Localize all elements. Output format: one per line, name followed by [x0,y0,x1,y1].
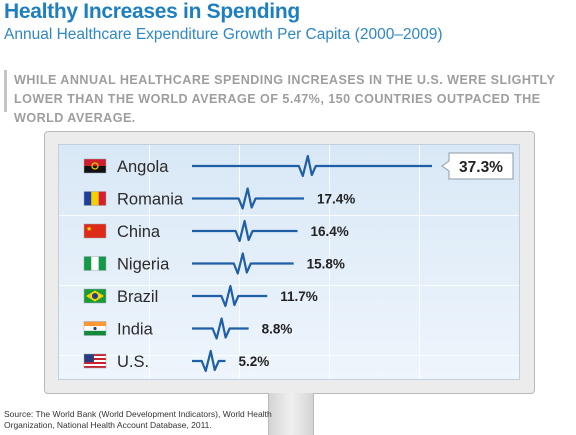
chart-row-angola: Angola 37.3% [83,152,514,180]
category-label: China [117,223,161,241]
grid-line [59,285,519,286]
grid-line [329,145,330,379]
note-accent-bar [4,70,7,112]
category-label: Nigeria [117,256,170,274]
category-label: India [117,321,154,339]
spending-line-mark [192,317,249,340]
chart-row-romania: Romania 17.4% [83,187,355,210]
flag-romania-icon [83,191,107,206]
grid-line [239,145,240,379]
category-label: Romania [117,191,184,209]
highlight-callout [441,152,514,180]
category-label: Brazil [117,288,158,306]
value-label: 11.7% [280,289,318,304]
value-label: 15.8% [307,257,345,272]
spending-line-mark [192,219,298,243]
flag-brazil-icon [83,288,107,304]
svg-text:★: ★ [86,225,92,233]
spending-line-mark [192,252,294,275]
chart-row-china: ★ China 16.4% [83,219,349,243]
grid-line [59,215,519,216]
spending-line-mark [192,284,268,308]
flag-china-icon: ★ [83,223,107,239]
category-label: Angola [117,158,169,176]
chart-subtitle: Annual Healthcare Expenditure Growth Per… [4,26,443,43]
value-label: 16.4% [311,224,349,239]
value-label: 5.2% [238,354,269,369]
grid-line [59,355,519,356]
key-insight-note: WHILE ANNUAL HEALTHCARE SPENDING INCREAS… [14,73,556,125]
flag-nigeria-icon [83,256,107,271]
chart-title: Healthy Increases in Spending [4,0,300,23]
value-label: 8.8% [262,322,293,337]
chart-row-nigeria: Nigeria 15.8% [83,252,345,275]
chart-row-u-s: U.S. 5.2% [83,349,269,373]
flag-angola-icon [83,158,107,174]
grid-line [419,145,420,379]
monitor-screen [58,144,520,380]
category-label: U.S. [117,353,149,371]
spending-line-mark [192,187,304,210]
value-label: 17.4% [317,192,355,207]
flag-us-icon [83,353,107,369]
flag-india-icon [83,321,107,336]
chart-row-brazil: Brazil 11.7% [83,284,318,308]
source-note: Source: The World Bank (World Developmen… [4,409,272,430]
spending-line-mark [192,349,226,373]
monitor-stand [268,393,314,435]
value-label: 37.3% [459,159,503,176]
chart-row-india: India 8.8% [83,317,293,340]
spending-line-mark [192,154,432,178]
grid-line [149,145,150,379]
